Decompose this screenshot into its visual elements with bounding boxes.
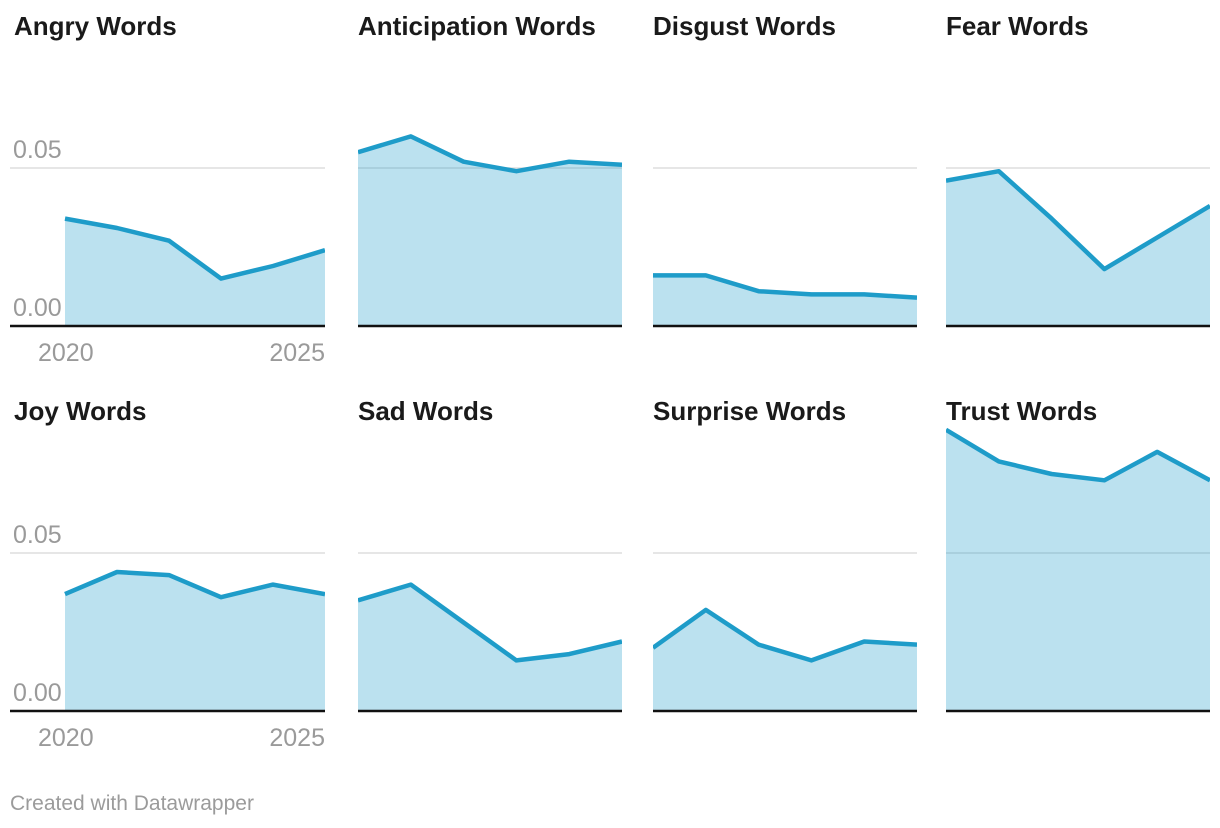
x-tick-2020: 2020	[38, 339, 94, 367]
panel-title-surprise: Surprise Words	[653, 396, 847, 426]
panel-title-fear: Fear Words	[946, 11, 1089, 41]
area-chart-anticipation	[358, 134, 622, 328]
area-chart-joy	[10, 552, 325, 713]
panel-sad-words: Sad Words	[358, 395, 622, 767]
datawrapper-attribution-link[interactable]: Created with Datawrapper	[10, 792, 254, 815]
area-chart-fear	[946, 167, 1210, 328]
x-tick-2025: 2025	[269, 339, 325, 367]
panel-title-trust: Trust Words	[946, 396, 1098, 426]
y-tick-005: 0.05	[13, 521, 62, 549]
panel-surprise-words: Surprise Words	[653, 395, 917, 767]
panel-angry-words: Angry Words 0.05 0.00 2020 2025	[10, 10, 325, 382]
x-tick-2025: 2025	[269, 724, 325, 752]
x-tick-2020: 2020	[38, 724, 94, 752]
area-chart-sad	[358, 552, 622, 713]
area-chart-trust	[946, 427, 1210, 713]
panel-trust-words: Trust Words	[946, 395, 1210, 767]
area-chart-angry	[10, 167, 325, 328]
panel-fear-words: Fear Words	[946, 10, 1210, 382]
panel-joy-words: Joy Words 0.05 0.00 2020 2025	[10, 395, 325, 767]
panel-anticipation-words: Anticipation Words	[358, 10, 622, 382]
panel-title-sad: Sad Words	[358, 396, 494, 426]
panel-title-anticipation: Anticipation Words	[358, 11, 596, 41]
panel-title-angry: Angry Words	[14, 11, 177, 41]
panel-title-disgust: Disgust Words	[653, 11, 836, 41]
area-chart-disgust	[653, 167, 917, 328]
area-chart-surprise	[653, 552, 917, 713]
y-tick-005: 0.05	[13, 136, 62, 164]
panel-title-joy: Joy Words	[14, 396, 147, 426]
panel-disgust-words: Disgust Words	[653, 10, 917, 382]
y-tick-000: 0.00	[13, 679, 62, 707]
y-tick-000: 0.00	[13, 294, 62, 322]
